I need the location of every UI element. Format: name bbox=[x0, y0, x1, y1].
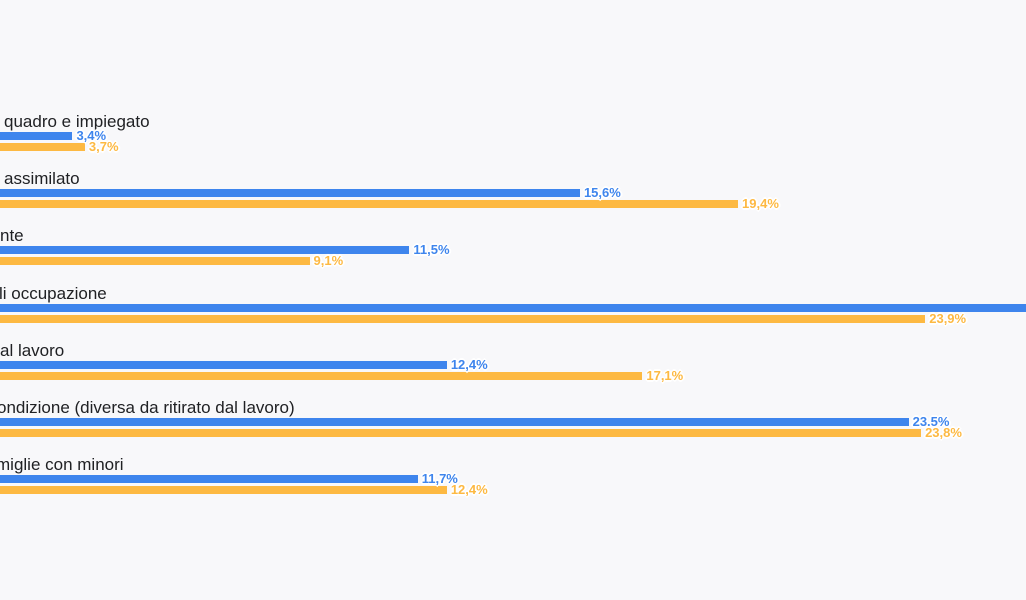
blue-series-value-label: 3,4% bbox=[76, 128, 107, 143]
blue-series-value-label: 11,7% bbox=[421, 471, 458, 487]
category-label: nte bbox=[0, 226, 24, 246]
orange-series-value-label: 19,4% bbox=[742, 196, 779, 212]
orange-series-bar[interactable] bbox=[0, 486, 447, 495]
orange-series-bar[interactable] bbox=[0, 257, 310, 266]
orange-series-value-label: 23,9% bbox=[929, 310, 967, 326]
chart-row: al lavoro 12,4% 17,1% bbox=[0, 342, 1026, 392]
blue-series-value-label: 15,6% bbox=[583, 185, 621, 201]
orange-series-value-label: 23,8% bbox=[925, 425, 962, 440]
category-label: quadro e impiegato bbox=[4, 112, 150, 131]
chart-row: assimilato 15,6% 19,4% bbox=[0, 170, 1026, 220]
chart-row: miglie con minori 11,7% 12,4% bbox=[0, 456, 1026, 506]
orange-series-value-label: 3,7% bbox=[88, 139, 119, 154]
chart-row: quadro e impiegato 3,4% 3,7% bbox=[0, 113, 1026, 163]
blue-series-bar[interactable] bbox=[0, 189, 580, 198]
chart-row: nte 11,5% 9,1% bbox=[0, 227, 1026, 277]
orange-series-value-label: 17,1% bbox=[646, 367, 684, 383]
chart-row: ondizione (diversa da ritirato dal lavor… bbox=[0, 399, 1026, 449]
blue-series-bar[interactable] bbox=[0, 475, 418, 484]
orange-series-value-label: 12,4% bbox=[450, 482, 488, 498]
category-label: miglie con minori bbox=[0, 455, 124, 475]
blue-series-value-label: 11,5% bbox=[413, 242, 450, 258]
blue-series-value-label: 12,4% bbox=[450, 356, 488, 372]
orange-series-value-label: 9,1% bbox=[313, 253, 344, 269]
blue-series-value-label: 23.5% bbox=[912, 414, 950, 429]
blue-series-bar[interactable] bbox=[0, 303, 1026, 312]
orange-series-bar[interactable] bbox=[0, 429, 922, 437]
orange-series-bar[interactable] bbox=[0, 200, 739, 209]
category-label: li occupazione bbox=[0, 283, 107, 303]
category-label: assimilato bbox=[4, 169, 80, 189]
blue-series-bar[interactable] bbox=[0, 132, 73, 140]
blue-series-bar[interactable] bbox=[0, 360, 447, 369]
blue-series-bar[interactable] bbox=[0, 246, 410, 255]
category-label: al lavoro bbox=[0, 340, 65, 360]
category-label: ondizione (diversa da ritirato dal lavor… bbox=[0, 398, 295, 417]
orange-series-bar[interactable] bbox=[0, 314, 926, 323]
orange-series-bar[interactable] bbox=[0, 371, 643, 380]
chart-row: li occupazione 23,9% bbox=[0, 285, 1026, 335]
blue-series-bar[interactable] bbox=[0, 418, 909, 426]
orange-series-bar[interactable] bbox=[0, 143, 85, 151]
